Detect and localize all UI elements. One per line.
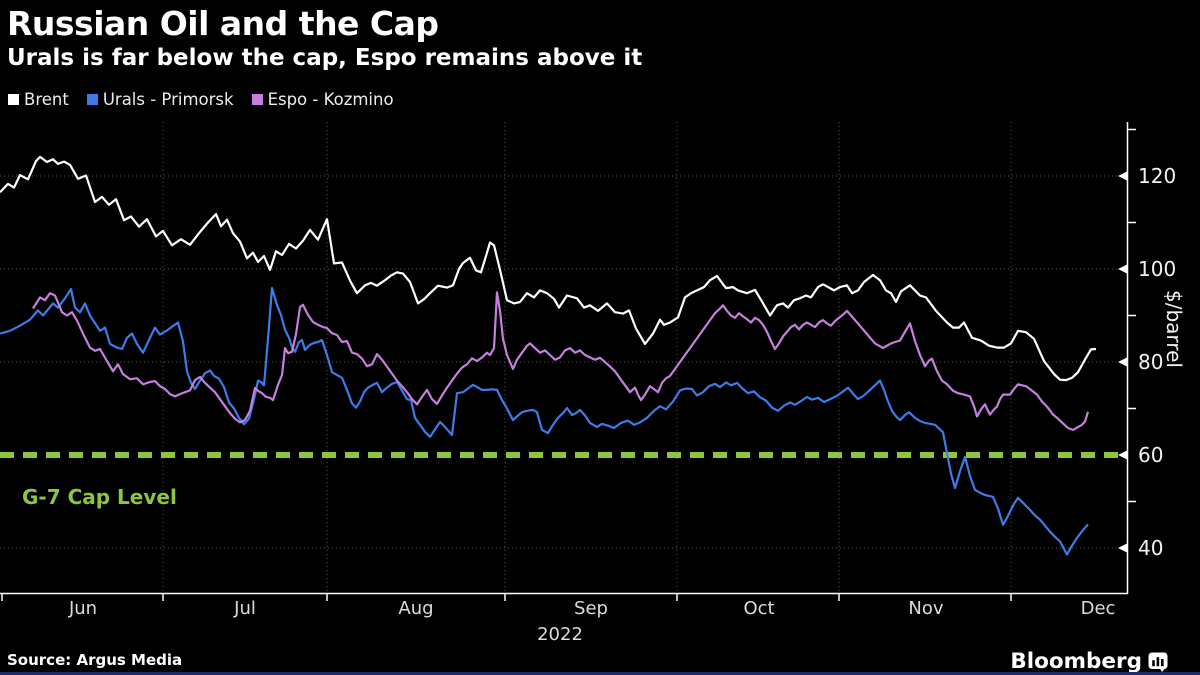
x-axis-label-oct: Oct bbox=[743, 598, 775, 619]
cap-line-label: G-7 Cap Level bbox=[22, 485, 177, 509]
espo-swatch-icon bbox=[251, 94, 263, 105]
x-axis-year-label: 2022 bbox=[537, 624, 583, 645]
y-axis-label-120: 120 bbox=[1138, 164, 1177, 188]
espo-line bbox=[32, 291, 1090, 431]
y-axis-label-40: 40 bbox=[1138, 536, 1164, 560]
page-subtitle: Urals is far below the cap, Espo remains… bbox=[7, 45, 643, 71]
brent-swatch-icon bbox=[8, 94, 19, 105]
y-axis-label-100: 100 bbox=[1138, 257, 1177, 281]
y-major-tick-arrow bbox=[1118, 171, 1128, 181]
bloomberg-terminal-icon bbox=[1148, 652, 1168, 672]
chart-legend: Brent Urals - Primorsk Espo - Kozmino bbox=[8, 90, 394, 109]
x-axis-label-dec: Dec bbox=[1080, 598, 1116, 619]
urals-swatch-icon bbox=[86, 94, 98, 105]
y-major-tick-arrow bbox=[1118, 357, 1128, 367]
y-axis-label-80: 80 bbox=[1138, 350, 1164, 374]
source-credit: Source: Argus Media bbox=[7, 651, 183, 669]
bloomberg-logo: Bloomberg bbox=[1010, 649, 1168, 674]
bloomberg-wordmark: Bloomberg bbox=[1010, 649, 1142, 674]
x-axis-label-nov: Nov bbox=[908, 598, 944, 619]
legend-label-urals: Urals - Primorsk bbox=[102, 90, 234, 109]
page-title: Russian Oil and the Cap bbox=[7, 4, 439, 43]
y-major-tick-arrow bbox=[1118, 264, 1128, 274]
urals-line bbox=[0, 287, 1089, 556]
legend-item-brent[interactable]: Brent bbox=[8, 90, 69, 109]
legend-item-urals[interactable]: Urals - Primorsk bbox=[86, 90, 234, 109]
x-axis-label-jun: Jun bbox=[68, 598, 98, 619]
legend-item-espo[interactable]: Espo - Kozmino bbox=[251, 90, 394, 109]
x-axis-label-jul: Jul bbox=[234, 598, 256, 619]
y-axis-title: $/barrel bbox=[1162, 290, 1186, 368]
legend-label-espo: Espo - Kozmino bbox=[267, 90, 394, 109]
y-major-tick-arrow bbox=[1118, 543, 1128, 553]
bottom-accent-strip bbox=[0, 672, 1200, 675]
brent-line bbox=[0, 155, 1097, 382]
legend-label-brent: Brent bbox=[24, 90, 69, 109]
x-axis-label-aug: Aug bbox=[398, 598, 434, 619]
y-axis-label-60: 60 bbox=[1138, 443, 1164, 467]
x-axis-label-sep: Sep bbox=[574, 598, 608, 619]
y-major-tick-arrow bbox=[1118, 450, 1128, 460]
